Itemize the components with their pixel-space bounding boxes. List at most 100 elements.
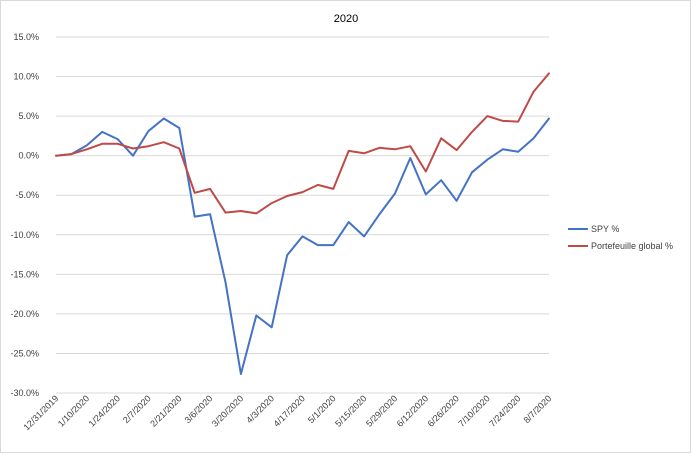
x-tick-label: 7/24/2020 (487, 393, 522, 428)
data-point (209, 188, 211, 190)
data-point (348, 221, 350, 223)
data-point (332, 188, 334, 190)
data-point (271, 326, 273, 328)
data-point (517, 151, 519, 153)
data-point (532, 90, 535, 93)
data-point (409, 157, 411, 159)
x-tick-label: 3/20/2020 (210, 393, 245, 428)
data-point (163, 141, 165, 143)
x-tick-label: 2/21/2020 (148, 393, 183, 428)
x-tick-label: 1/24/2020 (87, 393, 122, 428)
data-point (240, 373, 242, 375)
x-tick-label: 8/7/2020 (522, 393, 554, 425)
data-point (86, 148, 88, 150)
x-tick-label: 3/6/2020 (183, 393, 215, 425)
data-point (286, 195, 288, 197)
y-tick-label: -30.0% (10, 388, 39, 398)
data-point (70, 153, 73, 155)
data-point (455, 149, 458, 151)
x-tick-label: 5/1/2020 (306, 393, 338, 425)
gridlines (56, 36, 549, 394)
data-point (455, 200, 458, 202)
data-point (486, 159, 488, 161)
data-point (286, 254, 288, 256)
x-tick-label: 5/15/2020 (333, 393, 368, 428)
data-point (209, 213, 211, 215)
data-point (86, 144, 88, 146)
data-point (224, 212, 227, 214)
data-point (224, 281, 227, 283)
y-tick-label: 15.0% (13, 32, 39, 42)
data-point (425, 193, 427, 196)
data-point (532, 137, 535, 139)
x-tick-label: 5/29/2020 (364, 393, 399, 428)
data-point (101, 143, 103, 145)
x-tick-label: 4/17/2020 (272, 393, 307, 428)
data-point (394, 148, 396, 150)
data-point (440, 179, 442, 181)
data-point (132, 155, 134, 157)
data-point (101, 131, 103, 133)
x-tick-label: 12/31/2019 (21, 393, 60, 432)
series-lines (55, 72, 550, 375)
data-point (178, 147, 180, 150)
data-point (548, 72, 550, 74)
data-point (178, 127, 180, 129)
data-point (317, 184, 319, 186)
y-tick-label: -10.0% (10, 230, 39, 240)
data-point (194, 192, 196, 194)
data-point (378, 213, 381, 215)
data-point (502, 120, 504, 122)
x-tick-label: 4/3/2020 (244, 393, 276, 425)
data-point (394, 193, 396, 195)
data-point (301, 191, 304, 193)
y-tick-label: -5.0% (15, 190, 39, 200)
data-point (117, 138, 119, 140)
data-point (271, 202, 273, 204)
data-point (163, 117, 165, 120)
data-point (317, 244, 319, 246)
data-point (147, 130, 150, 132)
y-tick-label: -25.0% (10, 348, 39, 358)
y-axis-ticks: 15.0% 10.0% 5.0% 0.0% -5.0% -10.0% -15.0% -20.0… (10, 32, 39, 398)
data-point (425, 170, 427, 173)
y-tick-label: -15.0% (10, 269, 39, 279)
data-point (409, 145, 411, 147)
data-point (240, 210, 242, 212)
data-point (255, 212, 257, 215)
data-point (486, 115, 488, 117)
legend: SPY % Portefeuille global % (568, 224, 673, 251)
data-point (147, 145, 150, 147)
data-point (348, 150, 350, 152)
chart-title: 2020 (334, 13, 358, 25)
data-point (194, 215, 196, 218)
y-tick-label: 5.0% (18, 111, 39, 121)
data-point (332, 244, 334, 246)
x-tick-label: 1/10/2020 (56, 393, 91, 428)
x-tick-label: 2/7/2020 (121, 393, 153, 425)
y-tick-label: 0.0% (18, 151, 39, 161)
data-point (55, 155, 57, 157)
y-tick-label: 10.0% (13, 72, 39, 82)
data-point (471, 131, 473, 133)
data-point (440, 137, 442, 139)
data-point (117, 143, 119, 145)
x-axis-ticks: 12/31/20191/10/20201/24/20202/7/20202/21… (21, 393, 553, 432)
data-point (132, 147, 134, 150)
x-tick-label: 7/10/2020 (456, 393, 491, 428)
y-tick-label: -20.0% (10, 309, 39, 319)
data-point (502, 148, 504, 150)
data-point (548, 117, 550, 120)
legend-label: Portefeuille global % (591, 241, 673, 251)
x-tick-label: 6/12/2020 (395, 393, 430, 428)
x-tick-label: 6/26/2020 (426, 393, 461, 428)
data-point (517, 121, 519, 123)
data-point (363, 235, 365, 237)
legend-label: SPY % (591, 224, 619, 234)
data-point (378, 147, 381, 149)
data-point (471, 171, 473, 173)
data-point (301, 235, 304, 237)
data-point (363, 152, 365, 154)
